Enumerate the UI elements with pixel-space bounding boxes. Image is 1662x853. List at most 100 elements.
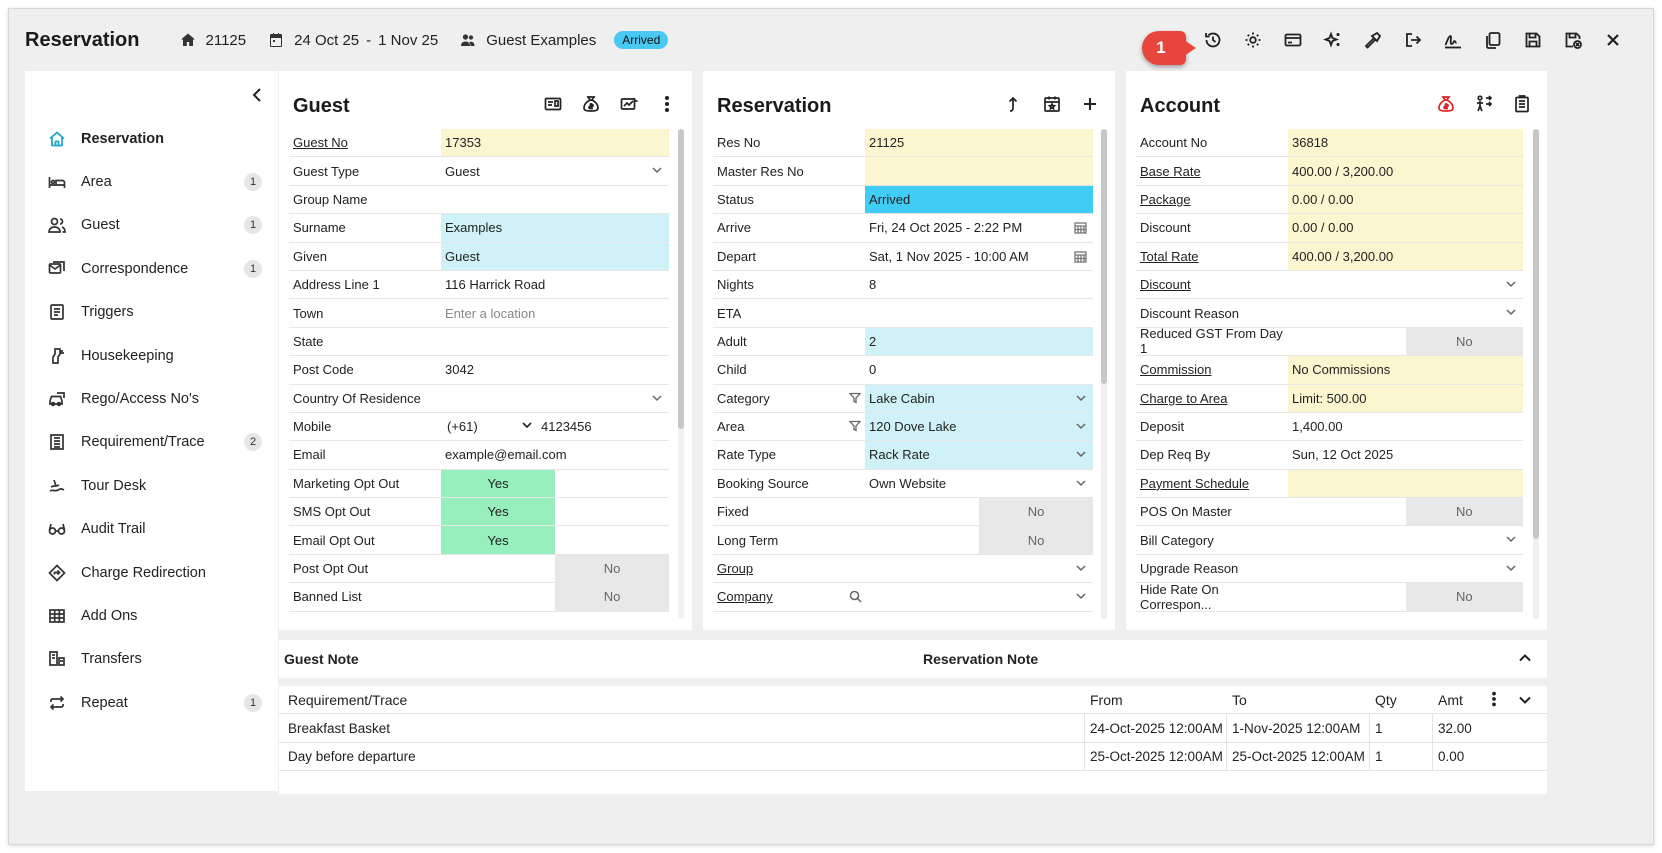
tools-button[interactable]: [1353, 27, 1393, 53]
reservation-scrollbar[interactable]: [1101, 129, 1107, 619]
marketing-opt-out-toggle[interactable]: Yes: [441, 469, 669, 498]
reservation-note-tab[interactable]: Reservation Note: [923, 651, 1039, 667]
arrive-field[interactable]: Fri, 24 Oct 2025 - 2:22 PM: [865, 214, 1093, 241]
field-label[interactable]: Guest No: [293, 135, 348, 151]
sms-opt-out-toggle[interactable]: Yes: [441, 498, 669, 526]
toggle-empty[interactable]: [865, 498, 979, 525]
sparkle-button[interactable]: [1313, 27, 1353, 53]
toggle-no[interactable]: No: [1405, 498, 1523, 526]
sidebar-item-tour-desk[interactable]: Tour Desk: [25, 464, 278, 507]
toggle-no[interactable]: No: [1405, 327, 1523, 356]
sidebar-item-requirement[interactable]: Requirement/Trace 2: [25, 421, 278, 464]
commission-field[interactable]: No Commissions: [1288, 356, 1523, 384]
toggle-no[interactable]: No: [555, 554, 669, 583]
given-field[interactable]: Guest: [441, 242, 669, 270]
checkout-button[interactable]: [1393, 27, 1433, 53]
fixed-toggle[interactable]: No: [865, 498, 1093, 526]
toggle-empty[interactable]: [555, 498, 669, 525]
nights-field[interactable]: 8: [869, 277, 877, 293]
filter-icon[interactable]: [848, 392, 862, 404]
upgrade-reason-select[interactable]: [1288, 555, 1523, 582]
dep-req-by-field[interactable]: Sun, 12 Oct 2025: [1292, 447, 1394, 463]
pos-on-master-toggle[interactable]: No: [1288, 498, 1523, 526]
close-button[interactable]: [1593, 27, 1633, 53]
account-transfer-button[interactable]: [1473, 93, 1495, 115]
package-field[interactable]: 0.00 / 0.00: [1288, 185, 1523, 214]
charge-to-area-field[interactable]: Limit: 500.00: [1288, 384, 1523, 412]
sidebar-item-guest[interactable]: Guest 1: [25, 204, 278, 247]
booking-source-select[interactable]: Own Website: [865, 470, 1093, 497]
toggle-empty[interactable]: [865, 526, 979, 553]
total-rate-field[interactable]: 400.00 / 3,200.00: [1288, 242, 1523, 270]
discount-amount-field[interactable]: 0.00 / 0.00: [1288, 214, 1523, 242]
guest-more-button[interactable]: [656, 93, 678, 115]
state-field[interactable]: [441, 328, 669, 355]
email-opt-out-toggle[interactable]: Yes: [441, 526, 669, 554]
account-money-button[interactable]: [1435, 93, 1457, 115]
scroll-thumb[interactable]: [1101, 129, 1107, 384]
category-select[interactable]: Lake Cabin: [848, 384, 1093, 412]
banned-list-toggle[interactable]: No: [441, 583, 669, 611]
toggle-empty[interactable]: [441, 583, 555, 610]
guest-note-tab[interactable]: Guest Note: [284, 651, 359, 667]
sidebar-item-audit-trail[interactable]: Audit Trail: [25, 508, 278, 551]
copy-button[interactable]: [1473, 27, 1513, 53]
mobile-number-input[interactable]: 4123456: [541, 419, 592, 435]
status-field[interactable]: Arrived: [865, 185, 1093, 214]
id-card-button[interactable]: [542, 93, 564, 115]
bill-category-select[interactable]: [1288, 526, 1523, 553]
address-field[interactable]: 116 Harrick Road: [445, 277, 546, 293]
town-field[interactable]: Enter a location: [445, 305, 536, 321]
account-scrollbar[interactable]: [1533, 129, 1539, 619]
history-button[interactable]: [1193, 27, 1233, 53]
toggle-yes[interactable]: Yes: [441, 526, 555, 554]
expand-table-button[interactable]: [1517, 692, 1533, 708]
scroll-thumb[interactable]: [1533, 129, 1539, 539]
child-field[interactable]: 0: [869, 362, 877, 378]
scroll-thumb[interactable]: [678, 129, 684, 429]
add-reservation-button[interactable]: [1079, 93, 1101, 115]
collapse-sidebar-button[interactable]: [250, 87, 264, 108]
group-name-field[interactable]: [441, 186, 669, 213]
toggle-empty[interactable]: [555, 526, 669, 553]
country-code-select[interactable]: (+61): [445, 419, 521, 434]
account-report-button[interactable]: [1511, 93, 1533, 115]
rate-type-select[interactable]: Rack Rate: [865, 441, 1093, 469]
depart-field[interactable]: Sat, 1 Nov 2025 - 10:00 AM: [865, 243, 1093, 270]
toggle-no[interactable]: No: [1405, 583, 1523, 611]
payment-schedule-field[interactable]: [1288, 469, 1523, 498]
column-header-to[interactable]: To: [1232, 691, 1247, 708]
field-label[interactable]: Payment Schedule: [1140, 475, 1250, 491]
toggle-empty[interactable]: [1288, 328, 1406, 355]
calendar-button[interactable]: [1041, 93, 1063, 115]
calendar-icon[interactable]: [1074, 250, 1087, 263]
field-label[interactable]: Package: [1140, 191, 1191, 207]
filter-icon[interactable]: [848, 420, 862, 432]
save-button[interactable]: [1513, 27, 1553, 53]
group-select[interactable]: [865, 555, 1093, 582]
sidebar-item-triggers[interactable]: Triggers: [25, 291, 278, 334]
sidebar-item-correspondence[interactable]: Correspondence 1: [25, 247, 278, 290]
search-icon[interactable]: [849, 590, 862, 603]
discount-reason-select[interactable]: [1288, 299, 1523, 326]
toggle-empty[interactable]: [441, 555, 555, 582]
table-menu-button[interactable]: [1486, 691, 1502, 709]
settings-button[interactable]: [1233, 27, 1273, 53]
table-row[interactable]: Breakfast Basket 24-Oct-2025 12:00AM 1-N…: [279, 714, 1547, 743]
base-rate-field[interactable]: 400.00 / 3,200.00: [1288, 157, 1523, 185]
company-select[interactable]: [849, 583, 1093, 610]
reduced-gst-toggle[interactable]: No: [1288, 327, 1523, 356]
column-header-from[interactable]: From: [1090, 691, 1123, 708]
column-header-amt[interactable]: Amt: [1438, 691, 1463, 708]
hide-rate-toggle[interactable]: No: [1288, 583, 1523, 611]
sidebar-item-repeat[interactable]: Repeat 1: [25, 681, 278, 724]
sidebar-item-rego[interactable]: Rego/Access No's: [25, 377, 278, 420]
toggle-empty[interactable]: [1288, 498, 1406, 525]
account-no-field[interactable]: 36818: [1288, 129, 1523, 157]
sidebar-item-transfers[interactable]: Transfers: [25, 638, 278, 681]
table-row[interactable]: Day before departure 25-Oct-2025 12:00AM…: [279, 742, 1547, 772]
discount-select[interactable]: [1288, 271, 1523, 298]
sidebar-item-area[interactable]: Area 1: [25, 160, 278, 203]
field-label[interactable]: Total Rate: [1140, 248, 1199, 264]
column-header-name[interactable]: Requirement/Trace: [288, 691, 408, 708]
